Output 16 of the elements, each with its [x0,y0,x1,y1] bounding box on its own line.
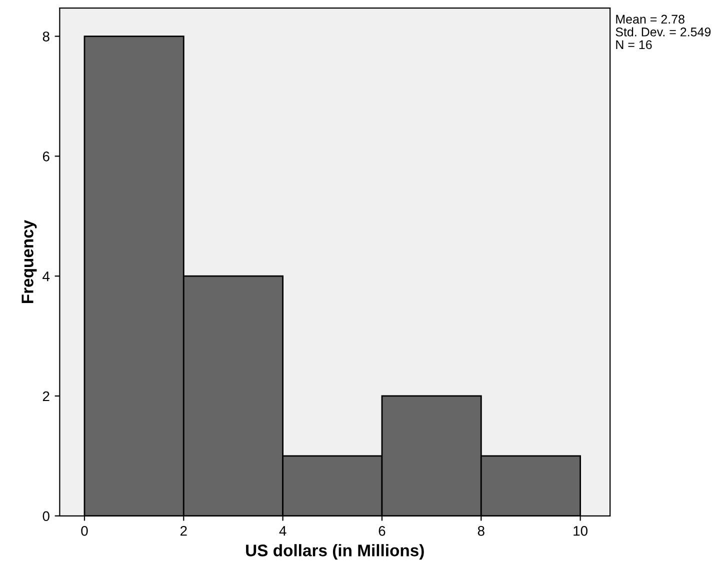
y-tick-label: 4 [42,272,50,282]
y-tick-label: 6 [42,152,50,162]
text: Std. Dev. = 2.549 [616,27,711,36]
x-tick-label: 4 [279,526,286,536]
y-tick-label: 8 [42,32,50,42]
x-tick-label: 10 [574,526,588,536]
x-tick-label: 6 [378,526,386,536]
y-axis-title: Frequency [22,220,37,304]
x-tick-label: 0 [81,526,88,536]
text: Mean = 2.78 [616,14,684,24]
x-axis-title: US dollars (in Millions) [246,544,424,560]
y-tick-label: 2 [42,391,50,402]
y-tick-label: 0 [42,511,50,522]
x-tick-label: 2 [180,526,187,536]
text: N = 16 [616,40,652,50]
x-tick-label: 8 [478,526,484,536]
